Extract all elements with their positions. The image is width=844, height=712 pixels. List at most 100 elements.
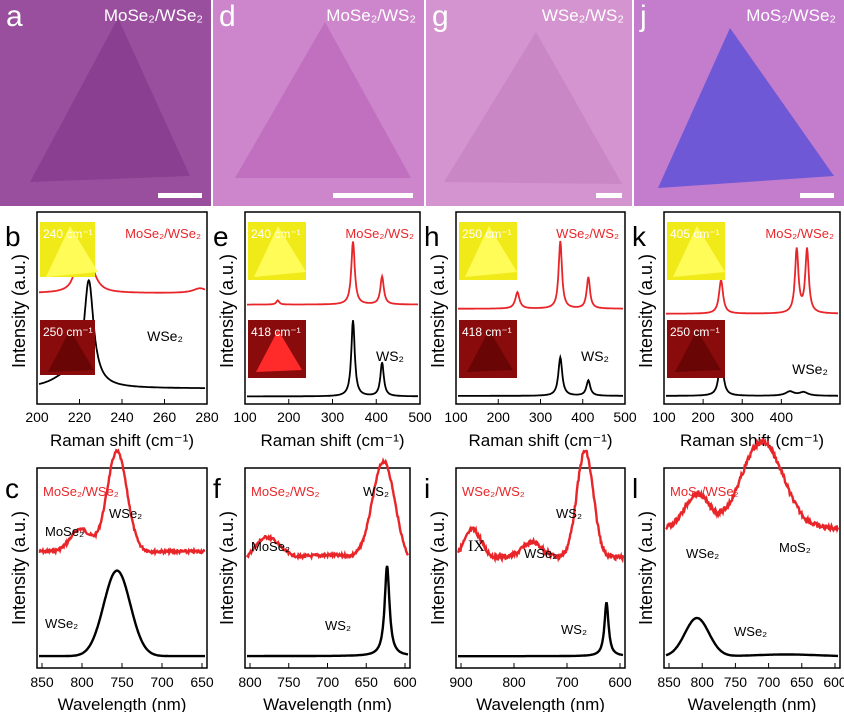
x-axis-label: Wavelength (nm) [688,695,817,712]
x-tick-label: 100 [652,409,676,425]
spectrum-label-heterostructure: MoSe₂/WSe₂ [125,226,201,241]
x-axis-label: Raman shift (cm⁻¹) [50,431,194,450]
peak-label-2: WSe₂ [109,506,142,521]
spectrum-label-monolayer: WSe₂ [734,624,767,639]
pl-panel-c: c Intensity (a.u.) 850 800 750 700 650Waveleng… [5,448,214,712]
inset-flake [48,330,94,372]
spectrum-label-monolayer: WS₂ [325,618,351,633]
inset-flake [675,330,721,372]
panel-letter-l: l [632,473,638,504]
x-tick-label: 200 [277,409,301,425]
inset-label-bottom: 418 cm⁻¹ [462,325,512,339]
inset-label-top: 405 cm⁻¹ [670,227,720,241]
x-tick-label: 400 [770,409,794,425]
inset-flake [256,330,302,372]
x-tick-label: 500 [408,409,432,425]
pl-spectrum-monolayer [458,601,624,658]
x-tick-label: 600 [823,674,844,690]
x-tick-label: 850 [657,674,681,690]
raman-spectrum-heterostructure [666,247,838,315]
spectrum-label-monolayer: WS₂ [561,622,587,637]
axes-frame [663,211,841,405]
pl-panel-l: l Intensity (a.u.) 850 800 750 700 650 600 Wavel… [632,437,844,712]
x-tick-label: 800 [70,674,94,690]
raman-spectrum-heterostructure [247,241,418,306]
panel-letter-d: d [219,0,236,33]
x-tick-label: 650 [190,674,214,690]
x-tick-label: 700 [316,674,340,690]
photo-panel-a: a MoSe₂/WSe₂ [0,0,211,206]
photo-panel-g: g WSe₂/WS₂ [426,0,632,206]
triangle-flake-a [30,18,190,182]
x-tick-label: 100 [233,409,257,425]
inset-label-bottom: 250 cm⁻¹ [670,325,720,339]
panel-letter-g: g [432,0,449,33]
inset-label-top: 240 cm⁻¹ [43,227,93,241]
raman-spectrum-monolayer [666,352,838,397]
x-tick-label: 400 [571,409,595,425]
panel-title-d: MoSe₂/WS₂ [326,6,416,25]
raman-spectrum-monolayer [247,320,418,398]
x-tick-label: 750 [110,674,134,690]
x-axis-label: Wavelength (nm) [476,695,605,712]
y-axis-label: Intensity (a.u.) [636,511,656,625]
x-tick-label: 750 [277,674,301,690]
raman-spectrum-heterostructure [39,253,206,294]
panel-letter-i: i [424,473,430,504]
scale-bar-g [596,193,622,198]
x-axis-label: Wavelength (nm) [58,695,187,712]
x-tick-label: 300 [731,409,755,425]
x-tick-label: 700 [757,674,781,690]
inset-flake [46,226,98,277]
x-tick-label: 850 [30,674,54,690]
triangle-flake-d [235,22,411,178]
x-tick-label: 240 [110,409,134,425]
peak-label-1: WSe₂ [524,546,557,561]
x-tick-label: 280 [195,409,219,425]
scale-bar-a [158,193,202,198]
spectrum-label-monolayer: WS₂ [581,348,609,364]
pl-panel-f: f Intensity (a.u.) 800 750 700 650 600Waveleng… [213,457,417,712]
y-axis-label: Intensity (a.u.) [636,254,656,368]
peak-label-1: MoSe₂ [45,524,84,539]
panel-title-a: MoSe₂/WSe₂ [103,6,203,25]
inset-label-top: 250 cm⁻¹ [462,227,512,241]
x-axis-label: Wavelength (nm) [263,695,392,712]
peak-label-1: WSe₂ [686,546,719,561]
y-axis-label: Intensity (a.u.) [217,511,237,625]
x-tick-label: 600 [608,674,632,690]
y-axis-label: Intensity (a.u.) [428,254,448,368]
pl-title: MoS₂/WSe₂ [670,484,739,499]
x-tick-label: 650 [790,674,814,690]
panel-title-j: MoS₂/WSe₂ [746,6,836,25]
axes-frame [455,467,626,669]
panel-letter-j: j [640,0,647,33]
x-tick-label: 100 [444,409,468,425]
peak-label-2: WS₂ [556,506,582,521]
photo-panel-d: d MoSe₂/WS₂ [213,0,424,206]
x-axis-label: Raman shift (cm⁻¹) [680,431,824,450]
y-axis-label: Intensity (a.u.) [9,254,29,368]
x-axis-label: Raman shift (cm⁻¹) [260,431,404,450]
x-tick-label: 200 [487,409,511,425]
panel-title-g: WSe₂/WS₂ [541,6,624,25]
x-tick-label: 200 [691,409,715,425]
x-tick-label: 400 [365,409,389,425]
axes-frame [663,467,841,669]
x-tick-label: 800 [238,674,262,690]
panel-letter-a: a [6,0,23,33]
pl-spectrum-heterostructure [38,448,206,557]
pl-spectrum-monolayer [665,616,838,658]
x-tick-label: 700 [150,674,174,690]
spectrum-label-heterostructure: WSe₂/WS₂ [556,226,619,241]
x-tick-label: 300 [321,409,345,425]
peak-label-2: WS₂ [363,484,389,499]
panel-letter-h: h [424,221,440,252]
pl-spectrum-heterostructure [456,449,625,564]
inset-flake [465,226,517,277]
pl-title: MoSe₂/WSe₂ [43,484,119,499]
panel-letter-c: c [5,473,19,504]
